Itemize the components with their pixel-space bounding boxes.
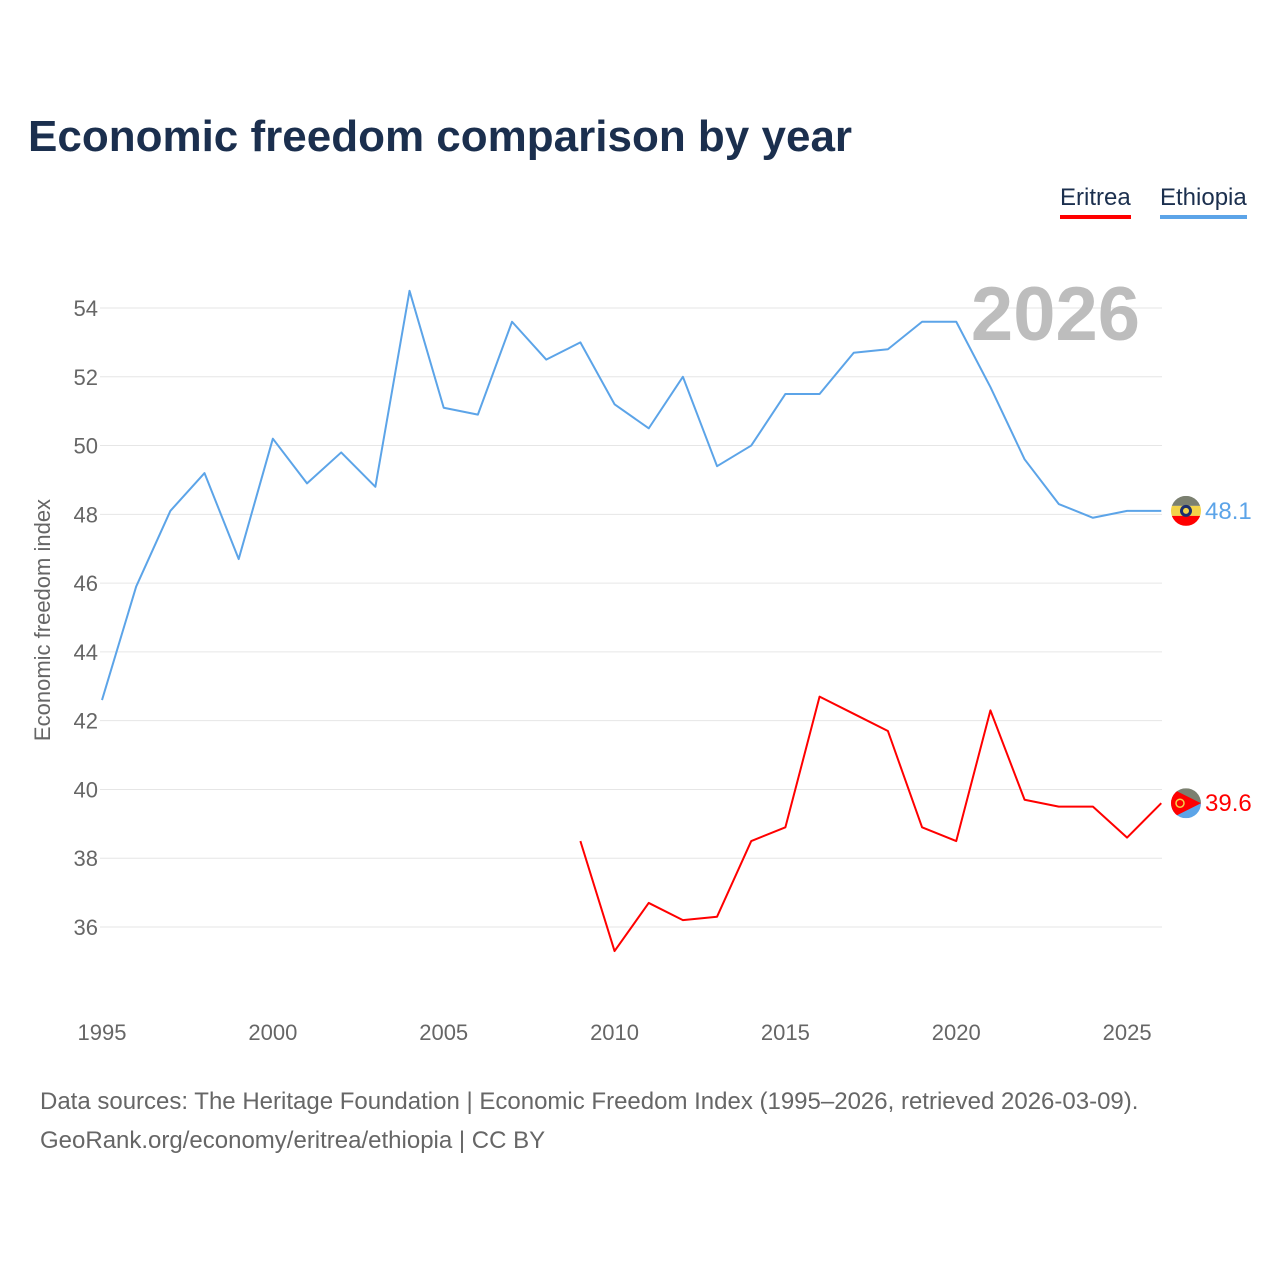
flag-emblem — [1175, 798, 1185, 808]
y-tick-label: 36 — [74, 915, 98, 940]
data-source-note: Data sources: The Heritage Foundation | … — [40, 1088, 1139, 1115]
chart-title: Economic freedom comparison by year — [28, 112, 853, 161]
y-tick-label: 46 — [74, 571, 98, 596]
y-tick-label: 44 — [74, 640, 98, 665]
y-tick-label: 50 — [74, 434, 98, 459]
flag-group — [1171, 788, 1201, 819]
legend-ethiopia[interactable]: Ethiopia — [1160, 184, 1247, 219]
x-tick-label: 2015 — [761, 1020, 810, 1045]
end-value-label-eritrea: 39.6 — [1205, 790, 1252, 817]
y-tick-label: 52 — [74, 365, 98, 390]
y-tick-label: 40 — [74, 777, 98, 802]
y-tick-label: 54 — [74, 296, 98, 321]
flag-star — [1183, 507, 1189, 514]
flag-stripe — [1171, 495, 1201, 506]
y-axis-label: Economic freedom index — [30, 499, 55, 741]
legend-eritrea[interactable]: Eritrea — [1060, 184, 1131, 219]
x-tick-label: 2005 — [419, 1020, 468, 1045]
x-tick-label: 1995 — [78, 1020, 127, 1045]
attribution-note: GeoRank.org/economy/eritrea/ethiopia | C… — [40, 1127, 546, 1154]
y-tick-label: 42 — [74, 709, 98, 734]
y-tick-label: 38 — [74, 846, 98, 871]
end-value-label-ethiopia: 48.1 — [1205, 498, 1252, 525]
x-tick-label: 2025 — [1103, 1020, 1152, 1045]
year-watermark: 2026 — [971, 272, 1140, 357]
series-line-ethiopia — [101, 289, 1162, 701]
series-line-eritrea — [579, 695, 1162, 953]
y-tick-label: 48 — [74, 502, 98, 527]
flag-group — [1171, 495, 1201, 526]
ethiopia-flag-icon — [1171, 495, 1201, 526]
eritrea-flag-icon — [1171, 788, 1201, 819]
flag-stripe — [1171, 515, 1201, 526]
x-tick-label: 2000 — [248, 1020, 297, 1045]
flag-triangle — [1171, 788, 1201, 819]
x-tick-label: 2010 — [590, 1020, 639, 1045]
x-tick-label: 2020 — [932, 1020, 981, 1045]
